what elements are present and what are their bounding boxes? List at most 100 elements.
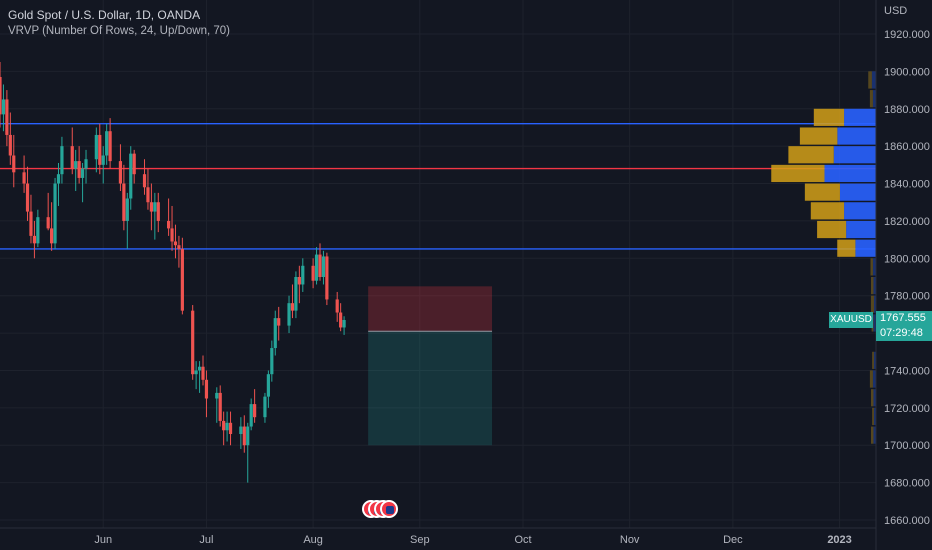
vp-up-bar <box>844 202 876 220</box>
vp-down-bar <box>871 426 874 444</box>
candle-body <box>70 146 74 169</box>
candle-body <box>60 146 64 175</box>
vp-down-bar <box>871 277 874 295</box>
candle-body <box>8 134 12 156</box>
candle-body <box>191 310 195 375</box>
vp-up-bar <box>873 426 876 444</box>
candle-body <box>84 159 88 169</box>
candle-body <box>194 370 198 375</box>
candle-body <box>318 254 322 277</box>
price-tick-label: 1900.000 <box>884 66 930 78</box>
time-tick-label: Sep <box>410 534 430 546</box>
price-tick-label: 1780.000 <box>884 291 930 303</box>
symbol-title[interactable]: Gold Spot / U.S. Dollar, 1D, OANDA <box>8 8 201 22</box>
candle-body <box>342 319 346 328</box>
candle-body <box>325 256 329 300</box>
bar-countdown: 07:29:48 <box>880 327 923 339</box>
candle-body <box>225 422 229 431</box>
currency-label: USD <box>884 5 908 17</box>
vp-down-bar <box>870 295 874 313</box>
time-tick-label: Jul <box>199 534 213 546</box>
candle-body <box>201 366 205 380</box>
target-zone <box>368 331 493 446</box>
candle-body <box>46 217 50 229</box>
candle-body <box>108 131 112 162</box>
candle-body <box>125 198 129 221</box>
indicator-label[interactable]: VRVP (Number Of Rows, 24, Up/Down, 70) <box>8 25 230 37</box>
position-box[interactable] <box>368 286 493 446</box>
vp-down-bar <box>817 220 847 239</box>
vp-down-bar <box>868 71 872 89</box>
candle-body <box>215 392 219 399</box>
candle-body <box>218 392 222 421</box>
candle-body <box>98 134 102 165</box>
chart-grid <box>0 0 876 528</box>
price-tick-label: 1880.000 <box>884 104 930 116</box>
price-axis[interactable]: 1660.000 1680.000 1700.000 1720.000 1740.000… <box>875 0 932 550</box>
economic-events[interactable] <box>362 500 402 520</box>
candle-body <box>339 312 343 328</box>
vp-down-bar <box>872 351 874 369</box>
time-tick-label: Dec <box>723 534 743 546</box>
candle-body <box>242 426 246 446</box>
candle-body <box>197 366 202 371</box>
vp-up-bar <box>872 258 876 276</box>
vp-down-bar <box>813 108 845 126</box>
candle-body <box>80 168 85 178</box>
vp-up-bar <box>873 314 876 332</box>
candle-body <box>77 161 81 178</box>
candle-body <box>311 265 315 281</box>
candle-body <box>266 374 270 397</box>
vp-up-bar <box>844 108 876 126</box>
candle-body <box>170 228 174 242</box>
vp-up-bar <box>855 239 876 257</box>
vp-down-bar <box>870 258 873 276</box>
price-tick-label: 1840.000 <box>884 179 930 191</box>
candle-body <box>149 202 153 212</box>
price-axis-bg <box>876 0 932 550</box>
vp-up-bar <box>873 407 876 426</box>
vp-down-bar <box>799 127 838 145</box>
candle-body <box>321 256 326 277</box>
candle-body <box>94 134 98 160</box>
vp-down-bar <box>869 370 873 388</box>
time-tick-label: Oct <box>514 534 531 546</box>
candle-body <box>277 318 281 326</box>
price-tick-label: 1820.000 <box>884 216 930 228</box>
stop-zone <box>368 286 493 332</box>
candle-body <box>204 379 209 399</box>
candle-body <box>177 245 181 249</box>
vp-up-bar <box>872 370 876 388</box>
candle-body <box>32 235 37 244</box>
vp-down-bar <box>869 90 873 108</box>
price-tick-label: 1660.000 <box>884 515 930 527</box>
candle-body <box>246 426 250 446</box>
candle-body <box>180 248 184 311</box>
candle-body <box>167 220 171 229</box>
candle-body <box>156 202 160 221</box>
vp-up-bar <box>873 295 876 313</box>
candle-body <box>29 211 33 236</box>
vp-up-bar <box>833 146 876 164</box>
candle-body <box>270 348 274 375</box>
time-tick-label: Aug <box>303 534 323 546</box>
candlestick-series <box>0 62 346 483</box>
vp-up-bar <box>839 183 876 201</box>
candle-body <box>153 202 157 212</box>
candle-body <box>273 318 277 349</box>
current-price-tag: 1767.555 07:29:48 <box>876 311 932 341</box>
event-flag-icon[interactable] <box>380 500 398 518</box>
candle-body <box>263 396 267 418</box>
vp-down-bar <box>872 407 874 426</box>
price-tick-label: 1720.000 <box>884 403 930 415</box>
candle-body <box>335 299 339 313</box>
candle-body <box>25 183 30 212</box>
vp-down-bar <box>837 239 856 257</box>
price-tick-label: 1800.000 <box>884 253 930 265</box>
candle-body <box>101 155 105 165</box>
price-tick-label: 1740.000 <box>884 365 930 377</box>
symbol-price-tag: XAUUSD <box>829 312 873 328</box>
time-axis[interactable]: Jun Jul Aug Sep Oct Nov Dec 2023 <box>0 527 876 546</box>
horizontal-levels[interactable] <box>0 123 876 250</box>
